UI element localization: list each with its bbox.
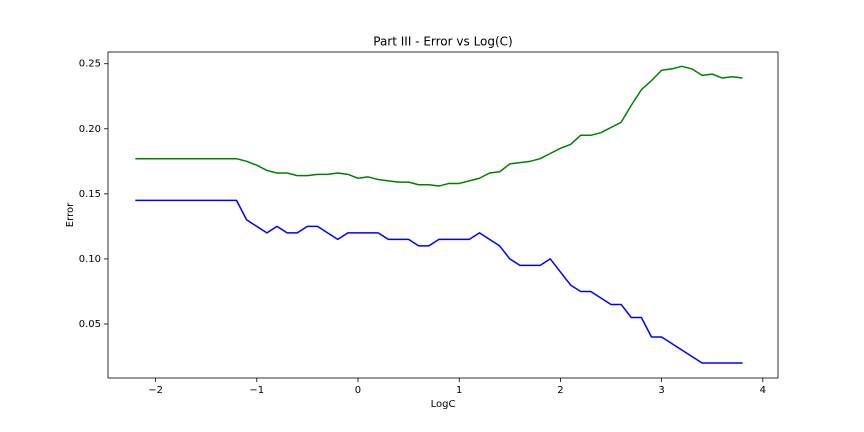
x-tick-label: 3 bbox=[658, 385, 664, 396]
x-tick-label: 0 bbox=[355, 385, 361, 396]
data-line bbox=[135, 199, 743, 364]
x-tick-label: 1 bbox=[456, 385, 462, 396]
x-axis-label: LogC bbox=[431, 399, 456, 410]
plot-frame bbox=[107, 51, 779, 379]
x-tick-label: −1 bbox=[249, 385, 264, 396]
chart-title: Part III - Error vs Log(C) bbox=[373, 35, 513, 49]
y-tick-label: 0.25 bbox=[79, 59, 101, 70]
x-tick-label: 4 bbox=[760, 385, 766, 396]
x-tick-label: 2 bbox=[557, 385, 563, 396]
data-line bbox=[135, 65, 743, 187]
y-tick-label: 0.05 bbox=[79, 319, 101, 330]
y-tick-label: 0.20 bbox=[79, 124, 101, 135]
x-tick-label: −2 bbox=[148, 385, 163, 396]
y-tick-label: 0.15 bbox=[79, 189, 101, 200]
y-axis-label: Error bbox=[65, 202, 76, 227]
y-tick-label: 0.10 bbox=[79, 254, 101, 265]
